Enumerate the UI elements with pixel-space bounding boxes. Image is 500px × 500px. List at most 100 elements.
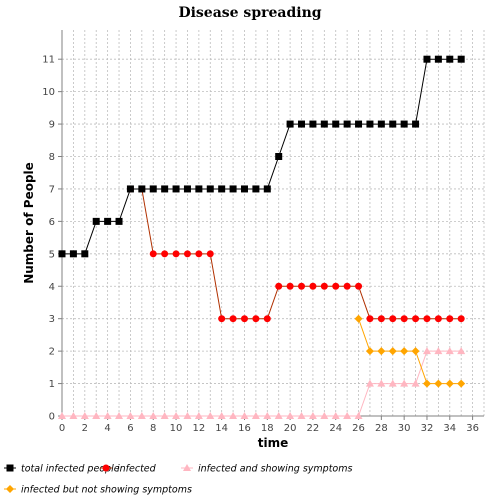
data-point [320, 282, 328, 290]
data-point [445, 347, 454, 355]
data-point [377, 347, 386, 356]
y-tick-label: 5 [49, 249, 55, 260]
data-point [343, 120, 351, 128]
data-point [263, 315, 271, 323]
data-point [217, 412, 226, 419]
data-point [445, 379, 454, 388]
x-tick-label: 0 [59, 423, 65, 434]
x-tick-label: 22 [307, 423, 320, 434]
data-point [423, 55, 431, 63]
legend-item: total infected people [4, 464, 120, 475]
legend-marker [102, 464, 110, 472]
data-point [446, 315, 454, 323]
data-point [194, 412, 203, 419]
x-tick-label: 34 [443, 423, 456, 434]
legend-marker [6, 464, 14, 472]
data-point [149, 412, 158, 419]
data-point [149, 185, 157, 193]
data-point [206, 250, 214, 258]
data-point [58, 412, 66, 419]
data-point [206, 412, 215, 419]
x-axis-ticks: 0 2 4 6 8 10 12 14 16 18 20 22 24 26 28 30 32 34 36 [59, 416, 479, 434]
y-tick-label: 9 [49, 120, 55, 131]
data-point [172, 250, 180, 258]
data-point [240, 412, 249, 419]
data-point [229, 185, 237, 193]
data-point [434, 347, 443, 355]
x-tick-label: 14 [215, 423, 228, 434]
data-point [240, 185, 248, 193]
data-point [411, 379, 420, 387]
y-tick-label: 3 [49, 314, 55, 325]
y-axis-label: Number of People [22, 162, 36, 284]
data-point [183, 185, 191, 193]
x-tick-label: 6 [127, 423, 133, 434]
legend-label: infected [117, 464, 157, 475]
y-tick-label: 1 [49, 379, 55, 390]
data-point [365, 347, 374, 356]
data-point [274, 412, 283, 419]
data-point [332, 120, 340, 128]
data-point [286, 282, 294, 290]
data-point [412, 120, 420, 128]
data-point [286, 120, 294, 128]
data-point [400, 379, 409, 387]
x-tick-label: 16 [238, 423, 251, 434]
data-point [400, 315, 408, 323]
y-axis-ticks: 0 1 2 3 4 5 6 7 8 9 10 11 [42, 55, 62, 423]
chart-title: Disease spreading [178, 5, 321, 21]
data-point [423, 315, 431, 323]
data-point [411, 347, 420, 356]
series-line [358, 318, 462, 385]
data-point [320, 412, 329, 419]
data-point [195, 250, 203, 258]
series-infected [126, 185, 465, 323]
x-tick-label: 36 [466, 423, 479, 434]
data-point [251, 412, 260, 419]
data-point [229, 315, 237, 323]
data-point [377, 120, 385, 128]
data-point [366, 120, 374, 128]
y-tick-label: 10 [42, 87, 55, 98]
data-point [377, 315, 385, 323]
data-point [92, 217, 100, 225]
data-point [160, 412, 169, 419]
data-point [400, 347, 409, 356]
data-point [115, 412, 124, 419]
data-point [388, 379, 397, 387]
data-point [434, 315, 442, 323]
data-point [298, 282, 306, 290]
data-point [422, 379, 431, 388]
data-point [457, 315, 465, 323]
legend-marker [6, 485, 14, 493]
y-tick-label: 6 [49, 217, 55, 228]
data-point [275, 282, 283, 290]
x-tick-label: 8 [150, 423, 156, 434]
data-point [69, 250, 77, 258]
x-tick-label: 12 [192, 423, 205, 434]
x-tick-label: 24 [329, 423, 342, 434]
data-point [183, 412, 192, 419]
data-point [446, 55, 454, 63]
plot-area [62, 30, 484, 416]
data-point [354, 314, 363, 323]
data-point [434, 55, 442, 63]
legend-marker [183, 464, 191, 471]
data-point [172, 412, 181, 419]
data-point [309, 120, 317, 128]
data-point [389, 315, 397, 323]
x-tick-label: 20 [284, 423, 297, 434]
data-point [355, 120, 363, 128]
data-point [297, 412, 306, 419]
series-infected-and-showing-symptoms [58, 347, 466, 419]
legend-item: infected [100, 464, 157, 475]
x-tick-label: 4 [104, 423, 110, 434]
data-point [343, 412, 352, 419]
data-point [161, 185, 169, 193]
data-point [332, 282, 340, 290]
data-point [92, 412, 101, 419]
data-point [457, 347, 466, 355]
y-tick-label: 8 [49, 152, 55, 163]
x-tick-label: 18 [261, 423, 274, 434]
